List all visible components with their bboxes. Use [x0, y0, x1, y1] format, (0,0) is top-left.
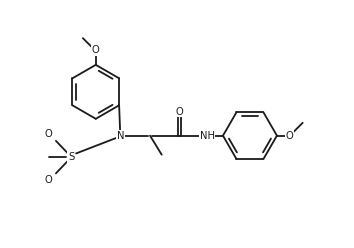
Text: NH: NH: [200, 131, 215, 141]
Text: O: O: [45, 175, 52, 185]
Text: S: S: [68, 152, 74, 162]
Text: O: O: [45, 129, 52, 139]
Text: O: O: [286, 131, 294, 141]
Text: O: O: [92, 45, 99, 56]
Text: N: N: [116, 131, 124, 141]
Text: O: O: [176, 107, 183, 117]
